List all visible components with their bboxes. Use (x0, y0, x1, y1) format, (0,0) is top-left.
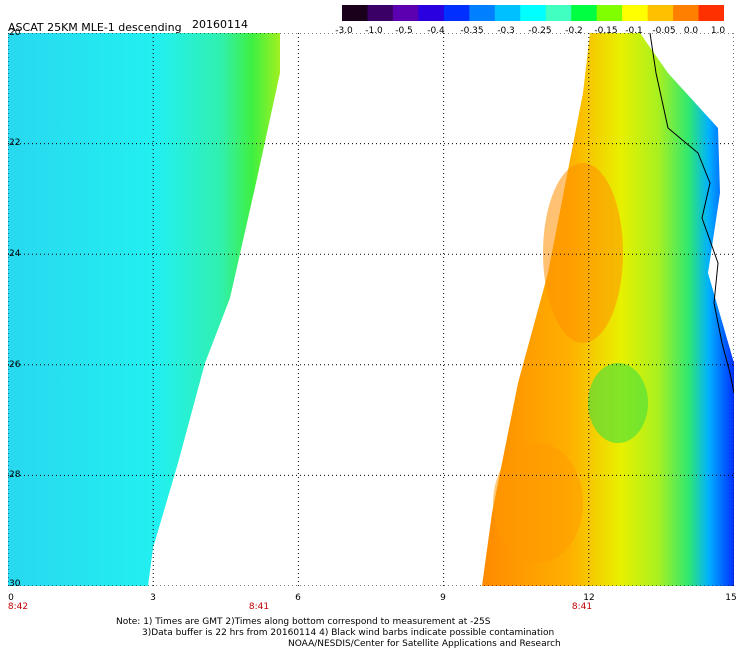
latitude-label: 20 (9, 28, 21, 38)
product-date: 20160114 (192, 18, 248, 31)
latitude-label: 26 (9, 360, 21, 370)
scale-label: -0.25 (528, 26, 552, 36)
scale-label: -0.15 (594, 26, 618, 36)
scale-label: -0.5 (395, 26, 413, 36)
scale-swatch (494, 5, 521, 21)
scale-label: -0.05 (652, 26, 676, 36)
note-line: Note: 1) Times are GMT 2)Times along bot… (116, 617, 491, 627)
scale-swatch (342, 5, 369, 21)
wind-field-map (8, 33, 734, 586)
scale-swatch (698, 5, 724, 21)
color-scale-bar (342, 5, 724, 21)
scale-label: -1.0 (365, 26, 383, 36)
coastline (649, 33, 734, 394)
scale-label: -0.4 (427, 26, 445, 36)
scale-label: -0.2 (565, 26, 583, 36)
latitude-label: 22 (9, 138, 21, 148)
left-swath (8, 33, 280, 586)
longitude-label: 15 (725, 593, 737, 603)
scale-swatch (367, 5, 394, 21)
scale-swatch (673, 5, 700, 21)
longitude-label: 3 (150, 593, 156, 603)
note-line: 3)Data buffer is 22 hrs from 20160114 4)… (142, 628, 555, 638)
orange-patch (543, 163, 623, 343)
orbit-time-label: 8:42 (7, 602, 29, 612)
scale-swatch (596, 5, 623, 21)
longitude-label: 12 (583, 593, 595, 603)
longitude-label: 0 (8, 593, 14, 603)
scale-label: -3.0 (335, 26, 353, 36)
scale-swatch (443, 5, 470, 21)
scale-swatch (571, 5, 598, 21)
grid-lines (8, 33, 734, 586)
orange-patch (493, 443, 583, 563)
scale-label: -0.3 (497, 26, 515, 36)
orbit-time-label: 8:41 (571, 602, 593, 612)
scale-label: -0.35 (460, 26, 484, 36)
longitude-label: 9 (440, 593, 446, 603)
scale-swatch (392, 5, 419, 21)
longitude-label: 6 (295, 593, 301, 603)
latitude-label: 30 (9, 579, 21, 589)
credit-line: NOAA/NESDIS/Center for Satellite Applica… (288, 639, 561, 649)
scale-swatch (647, 5, 674, 21)
scale-swatch (520, 5, 547, 21)
scale-swatch (622, 5, 649, 21)
scale-swatch (418, 5, 445, 21)
latitude-label: 24 (9, 249, 21, 259)
product-title: ASCAT 25KM MLE-1 descending (8, 21, 182, 34)
scale-swatch (545, 5, 572, 21)
orbit-time-label: 8:41 (248, 602, 270, 612)
scale-swatch (469, 5, 496, 21)
latitude-label: 28 (9, 470, 21, 480)
green-patch (588, 363, 648, 443)
scale-label: 1.0 (710, 26, 726, 36)
scale-label: -0.1 (625, 26, 643, 36)
scale-label: 0.0 (683, 26, 699, 36)
